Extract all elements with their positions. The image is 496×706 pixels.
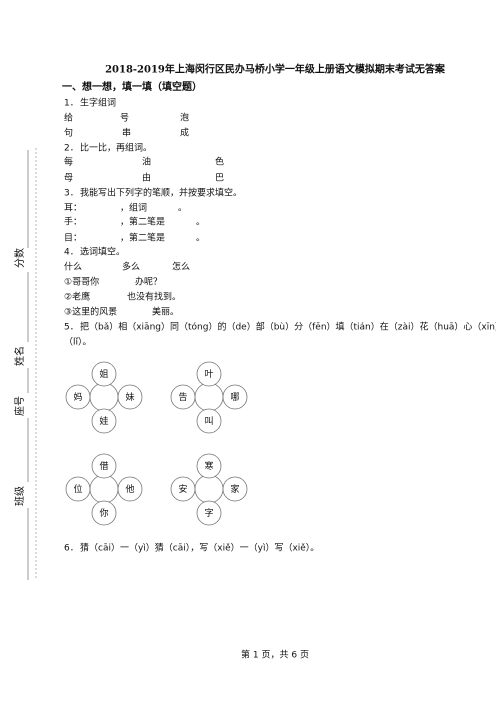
char: 每 [64, 156, 73, 168]
flower-center [89, 474, 119, 504]
petal-char: 你 [99, 507, 108, 519]
stroke-mid: ，第二笔是 [120, 232, 165, 244]
petal-char: 妹 [125, 391, 134, 403]
char: 母 [64, 173, 73, 184]
petal-char: 寒 [204, 460, 213, 472]
stroke-end: 。 [178, 204, 187, 214]
question-number: 2． [64, 144, 79, 154]
question-prompt: 我能写出下列字的笔顺，并按要求填空。 [80, 187, 242, 199]
page-footer: 第 1 页，共 6 页 [241, 649, 309, 661]
petal [65, 476, 91, 502]
question-number: 6． [64, 544, 79, 554]
petal [91, 453, 117, 479]
petal [222, 384, 248, 410]
question-number: 3． [64, 189, 79, 199]
char: 给 [64, 112, 73, 124]
word-choice: 什么 [64, 261, 82, 273]
char: 泡 [180, 112, 189, 124]
sentence-start: ③这里的风景 [64, 306, 117, 318]
flower-center [194, 474, 224, 504]
petal-char: 位 [73, 483, 82, 495]
question-prompt: 猜（cāi）一（yì）猜（cāi），写（xiě）一（yì）写（xiě）。 [80, 542, 319, 554]
petal-char: 安 [178, 483, 187, 495]
petal [117, 384, 143, 410]
margin-label: 分数 [13, 248, 26, 268]
question-number: 4． [64, 248, 79, 258]
stroke-char: 耳： [64, 203, 82, 214]
word-choice: 多么 [122, 261, 140, 273]
char: 由 [142, 172, 151, 184]
char: 成 [180, 127, 189, 139]
char: 串 [122, 128, 131, 139]
petal-char: 他 [125, 483, 134, 495]
stroke-char: 手： [64, 216, 82, 228]
petal-char: 姐 [99, 368, 108, 380]
char: 色 [215, 156, 224, 168]
petal-char: 叶 [204, 369, 213, 380]
sentence-end: 办呢？ [135, 276, 162, 288]
question-prompt: （lǐ）。 [64, 337, 92, 348]
petal [91, 361, 117, 387]
petal-char: 借 [99, 460, 108, 472]
char: 油 [142, 156, 151, 168]
petal [196, 408, 222, 434]
stroke-mid: ，第二笔是 [120, 216, 165, 228]
petal [196, 453, 222, 479]
petal [170, 384, 196, 410]
petal [91, 500, 117, 526]
stroke-mid: ，组词 [120, 202, 147, 214]
petal [65, 384, 91, 410]
sentence-start: ②老鹰 [64, 291, 90, 303]
title: 2018-2019年上海闵行区民办马桥小学一年级上册语文模拟期末考试无答案 [105, 63, 446, 76]
question-prompt: 生字组词 [80, 97, 116, 109]
petal-char: 哪 [230, 392, 239, 403]
question-prompt: 把（bǎ）相（xiāng）同（tóng）的（de）部（bù）分（fēn）填（ti… [80, 321, 496, 333]
petal [117, 476, 143, 502]
char: 号 [120, 113, 129, 124]
section-heading: 一、想一想，填一填（填空题） [62, 80, 202, 93]
sentence-start: ①哥哥你 [64, 276, 99, 288]
sentence-end: 也没有找到。 [127, 291, 181, 303]
question-prompt: 选词填空。 [80, 246, 125, 258]
petal [170, 476, 196, 502]
petal-char: 叫 [204, 416, 213, 427]
word-choice: 怎么 [172, 261, 190, 273]
stroke-end: 。 [196, 234, 205, 244]
char: 句 [64, 127, 73, 139]
char: 巴 [215, 173, 224, 184]
margin-label: 座号 [13, 396, 26, 416]
petal [222, 476, 248, 502]
margin-label: 班级 [14, 486, 26, 506]
margin-label: 姓名 [13, 346, 26, 366]
petal-char: 告 [178, 391, 187, 403]
petal-char: 字 [204, 507, 213, 519]
question-number: 1． [64, 99, 79, 109]
sentence-end: 美丽。 [152, 306, 179, 318]
petal-char: 家 [230, 483, 239, 495]
petal-char: 妈 [73, 391, 82, 403]
stroke-char: 目： [64, 233, 82, 244]
question-prompt: 比一比，再组词。 [80, 142, 152, 154]
flower-center [194, 382, 224, 412]
petal [91, 408, 117, 434]
stroke-end: 。 [196, 218, 205, 228]
petal [196, 500, 222, 526]
petal [196, 361, 222, 387]
flower-center [89, 382, 119, 412]
petal-char: 娃 [99, 415, 108, 427]
question-number: 5． [64, 323, 79, 333]
